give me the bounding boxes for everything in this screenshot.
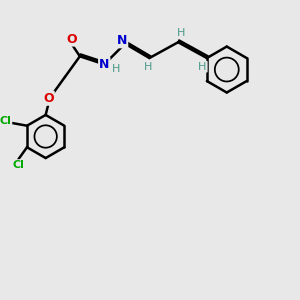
Text: H: H (112, 64, 120, 74)
Text: H: H (177, 28, 185, 38)
Text: O: O (66, 33, 76, 46)
Text: Cl: Cl (12, 160, 24, 170)
Text: H: H (198, 62, 207, 72)
Text: Cl: Cl (0, 116, 11, 126)
Text: H: H (144, 62, 152, 72)
Text: N: N (99, 58, 110, 71)
Text: N: N (117, 34, 127, 47)
Text: O: O (43, 92, 54, 105)
